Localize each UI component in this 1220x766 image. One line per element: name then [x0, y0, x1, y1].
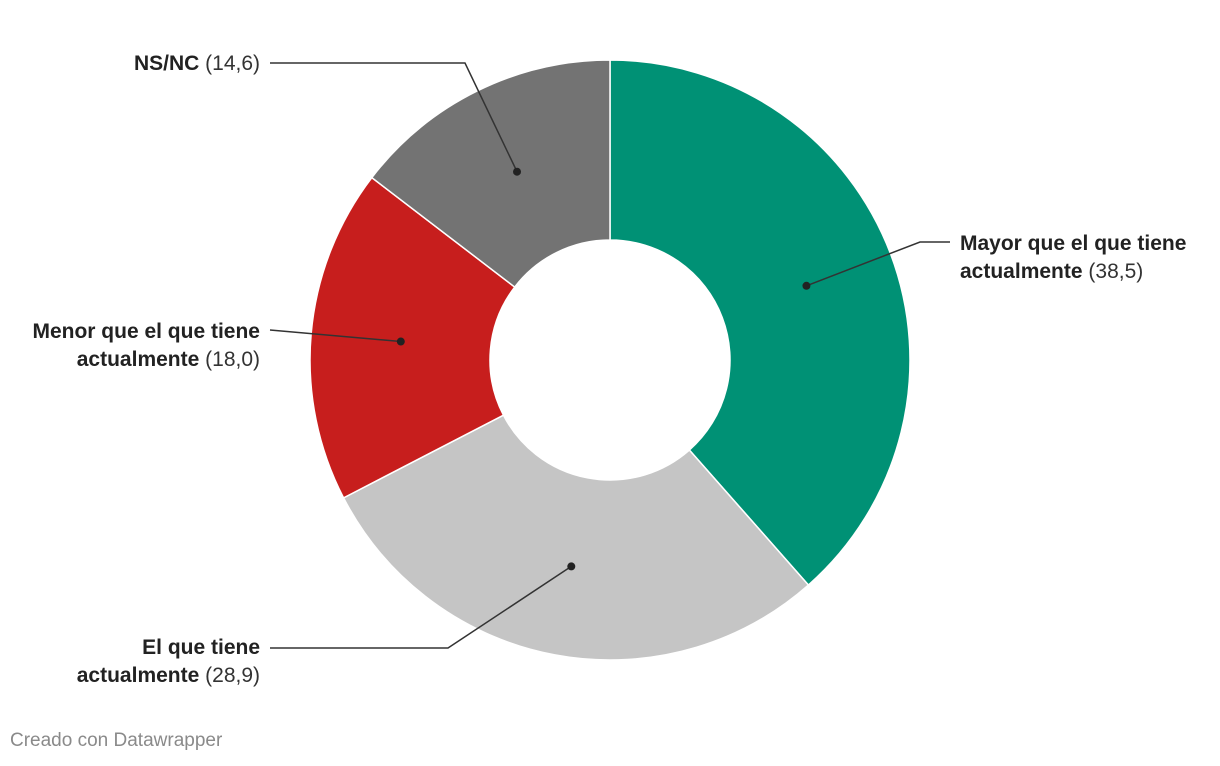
leader-mayor: [806, 241, 950, 287]
label-menor-line2: actualmente: [76, 348, 200, 371]
label-mayor: Mayor que el que tiene actualmente (38,5…: [960, 230, 1218, 286]
leader-el-que-tiene-dot: [567, 562, 576, 571]
leader-menor-dot: [396, 337, 405, 346]
label-el-que-tiene-line1: El que tiene: [142, 636, 260, 659]
slice-mayor: [609, 59, 911, 587]
leader-el-que-tiene: [270, 565, 572, 649]
label-nsnc-value: (14,6): [205, 52, 260, 75]
label-el-que-tiene-value: (28,9): [205, 664, 260, 687]
donut-slices: [309, 59, 911, 661]
leader-mayor-dot: [802, 281, 811, 290]
label-mayor-line1: Mayor que el que tiene: [960, 232, 1187, 255]
slice-nsnc: [370, 59, 611, 289]
label-mayor-line2: actualmente: [960, 260, 1083, 283]
leader-nsnc: [270, 62, 518, 173]
label-el-que-tiene-line2: actualmente: [76, 664, 200, 687]
label-menor-value: (18,0): [205, 348, 260, 371]
credit-footer: Creado con Datawrapper: [10, 730, 223, 751]
slice-menor: [309, 176, 516, 499]
label-menor: Menor que el que tiene actualmente (18,0…: [0, 318, 260, 374]
leader-nsnc-dot: [513, 167, 522, 176]
leader-menor: [269, 329, 401, 343]
leader-lines: [269, 62, 950, 649]
slice-el-que-tiene: [342, 414, 810, 661]
label-nsnc-line1: NS/NC: [133, 52, 200, 75]
label-nsnc: NS/NC (14,6): [0, 50, 260, 78]
label-menor-line1: Menor que el que tiene: [32, 320, 260, 343]
label-el-que-tiene: El que tiene actualmente (28,9): [0, 634, 260, 690]
label-mayor-value: (38,5): [1088, 260, 1144, 283]
